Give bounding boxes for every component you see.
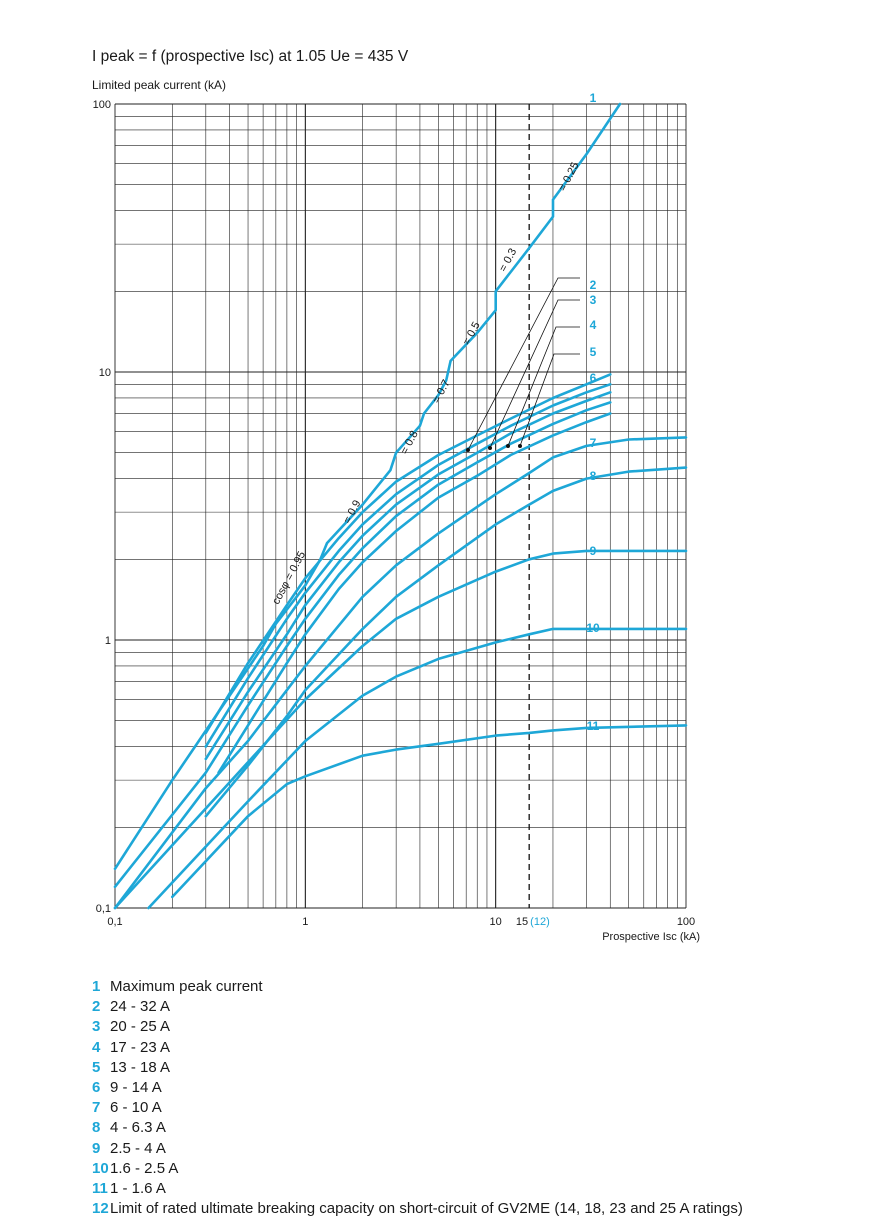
legend-number: 3 [92,1018,101,1036]
curve-label-9: 9 [590,544,597,558]
legend-text: 1 - 1.6 A [110,1180,166,1198]
legend-number: 11 [92,1180,108,1198]
legend-text: Limit of rated ultimate breaking capacit… [110,1200,743,1218]
legend-text: Maximum peak current [110,978,263,995]
curve-4 [204,391,612,761]
legend-text: 6 - 10 A [110,1099,162,1117]
y-tick-label: 100 [93,99,111,111]
chart-title: I peak = f (prospective Isc) at 1.05 Ue … [92,48,409,65]
curve-label-2: 2 [590,278,597,292]
leader-line-2 [467,277,580,451]
legend-item-6: 6 9 - 14 A [92,1078,743,1098]
curve-label-1: 1 [590,91,597,105]
tick-labels: 0,1 1 10 15 100 (12) 0,1 1 10 100 [93,99,696,928]
legend-item-12: 12Limit of rated ultimate breaking capac… [92,1199,743,1219]
curve-3 [204,383,612,748]
legend-text: 4 - 6.3 A [110,1119,166,1137]
label-leaders [466,277,580,452]
legend-number: 10 [92,1159,109,1177]
y-axis-label: Limited peak current (kA) [92,78,227,92]
curve-2 [204,373,612,735]
curve-label-11: 11 [587,719,600,733]
x-tick-label: 0,1 [107,916,122,928]
legend-number: 6 [92,1079,101,1097]
legend-item-1: 1 Maximum peak current [92,977,743,997]
legend-item-9: 9 2.5 - 4 A [92,1139,743,1159]
legend-item-4: 4 17 - 23 A [92,1038,743,1058]
x-tick-label: 1 [302,916,308,928]
legend-number: 9 [92,1139,101,1157]
y-tick-label: 1 [105,635,111,647]
curve-10 [147,627,688,910]
curve-label-7: 7 [590,436,597,450]
leader-line-3 [489,299,580,449]
legend-text: 2.5 - 4 A [110,1139,166,1157]
y-tick-label: 0,1 [96,903,111,915]
legend-number: 4 [92,1038,101,1056]
legend-item-3: 3 20 - 25 A [92,1017,743,1037]
legend-number: 8 [92,1119,101,1137]
curve-label-5: 5 [590,345,597,359]
legend-item-10: 101.6 - 2.5 A [92,1159,743,1179]
curve-label-8: 8 [590,469,597,483]
legend-number: 2 [92,998,101,1016]
curve-6 [217,412,612,774]
cos-annotation-4: = 0.7 [430,378,452,406]
legend-number: 1 [92,978,101,995]
legend-text: 1.6 - 2.5 A [110,1159,179,1177]
leader-arrow-4 [506,444,510,448]
x-tick-label-limit: (12) [530,916,550,928]
legend-number: 12 [92,1200,109,1218]
curve-9 [113,549,688,910]
leader-arrow-2 [466,448,470,452]
legend-number: 5 [92,1058,101,1076]
x-axis-label: Prospective Isc (kA) [602,931,700,943]
curve-label-4: 4 [590,318,597,332]
legend: 1 Maximum peak current 2 24 - 32 A 3 20 - 25 … [92,977,743,1219]
curves [113,102,688,910]
x-tick-label: 15 [516,916,528,928]
legend-text: 17 - 23 A [110,1038,171,1056]
legend-item-2: 2 24 - 32 A [92,997,743,1017]
curve-label-6: 6 [590,371,597,385]
curve-7 [113,436,688,910]
curve-label-3: 3 [590,293,597,307]
leader-arrow-3 [488,446,492,450]
curve-11 [171,724,688,899]
leader-line-5 [519,353,580,447]
legend-text: 13 - 18 A [110,1058,171,1076]
legend-item-11: 11 1 - 1.6 A [92,1179,743,1199]
cos-annotation-7: = 0.25 [557,160,582,193]
leader-arrow-5 [518,444,522,448]
x-tick-label: 100 [677,916,695,928]
y-tick-label: 10 [99,367,111,379]
x-tick-label: 10 [490,916,502,928]
legend-item-8: 8 4 - 6.3 A [92,1118,743,1138]
curve-1 [113,102,622,871]
legend-text: 20 - 25 A [110,1018,171,1036]
curve-label-10: 10 [586,621,600,635]
legend-item-7: 7 6 - 10 A [92,1098,743,1118]
legend-text: 9 - 14 A [110,1079,162,1097]
cos-annotation-6: = 0.3 [497,246,519,274]
curve-8 [204,466,688,818]
curve-5 [113,401,612,889]
legend-item-5: 5 13 - 18 A [92,1058,743,1078]
cos-annotation-5: = 0.5 [461,320,483,348]
grid [114,103,687,909]
legend-text: 24 - 32 A [110,998,171,1016]
cos-annotation-3: = 0.8 [399,429,421,457]
legend-number: 7 [92,1099,101,1117]
leader-line-4 [507,326,580,447]
